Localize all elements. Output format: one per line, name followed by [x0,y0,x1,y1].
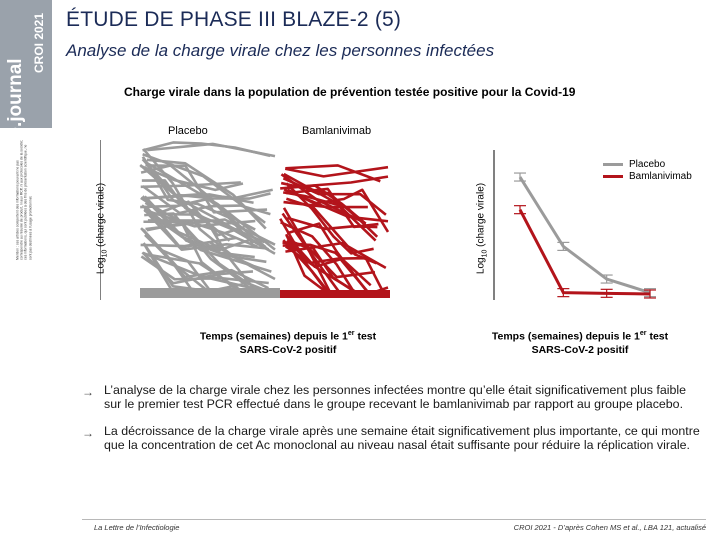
page-subtitle: Analyse de la charge virale chez les per… [66,41,495,60]
placebo-trajectory [142,185,271,216]
bamlanivimab-trajectory [283,200,368,209]
conclusions-list: → L’analyse de la charge virale chez les… [82,383,712,465]
individual-trajectories-chart [100,140,390,300]
bamlanivimab-trajectory [285,164,381,183]
placebo-mean-line [518,176,651,295]
placebo-trajectory [146,158,267,230]
bamlanivimab-trajectory [282,177,387,216]
bamlanivimab-floor-band [280,290,390,298]
placebo-trajectory [143,209,272,273]
placebo-trajectory [141,158,270,251]
arrow-icon: → [82,426,94,440]
sidebar: CROI 2021 e.journal Mention : ces articl… [0,0,52,540]
placebo-trajectory [140,181,241,189]
brand-band [0,0,52,128]
placebo-trajectory [140,197,256,231]
group-label-bamlanivimab: Bamlanivimab [302,125,372,137]
placebo-trajectory [141,204,250,252]
footer-divider [82,519,706,520]
arrow-icon: → [82,385,94,399]
legend-swatch-bamlanivimab [603,174,623,178]
left-chart-xlabel: Temps (semaines) depuis le 1er test SARS… [199,330,377,356]
placebo-trajectory [146,207,276,281]
legend-item-bamlanivimab: Bamlanivimab [603,170,692,182]
placebo-trajectory [139,164,271,200]
chart-section-title: Charge virale dans la population de prév… [124,85,576,99]
legend: Placebo Bamlanivimab [603,158,692,182]
right-chart-ylabel: Log10 (charge virale) [475,182,489,275]
bamlanivimab-trajectory [282,191,379,238]
placebo-floor-band [140,288,280,298]
right-chart-xlabel: Temps (semaines) depuis le 1er test SARS… [491,330,669,356]
placebo-trajectory [141,179,231,242]
mean-viral-load-chart [493,150,656,300]
journal-logo: e.journal [5,58,26,138]
group-label-placebo: Placebo [168,125,208,137]
bamlanivimab-trajectory [286,175,389,189]
conclusion-item: → L’analyse de la charge virale chez les… [82,383,687,411]
placebo-trajectory [141,251,254,285]
bamlanivimab-trajectory [285,239,386,295]
legend-item-placebo: Placebo [603,158,692,170]
bamlanivimab-mean-line [518,208,651,296]
legend-swatch-placebo [603,162,623,166]
placebo-trajectory [147,142,276,158]
bamlanivimab-trajectory [282,243,372,287]
footer-journal: La Lettre de l’Infectiologie [94,523,180,532]
event-label: CROI 2021 [32,12,46,74]
footer-source: CROI 2021 - D’après Cohen MS et al., LBA… [513,523,706,532]
bamlanivimab-trajectory [285,241,387,270]
page-title: ÉTUDE DE PHASE III BLAZE-2 (5) [66,8,402,31]
bamlanivimab-trajectory [284,165,389,178]
placebo-trajectory [140,196,245,237]
conclusion-item: → La décroissance de la charge virale ap… [82,424,700,452]
placebo-trajectory [144,212,259,296]
disclaimer: Mention : ces articles comportent des in… [15,140,33,260]
